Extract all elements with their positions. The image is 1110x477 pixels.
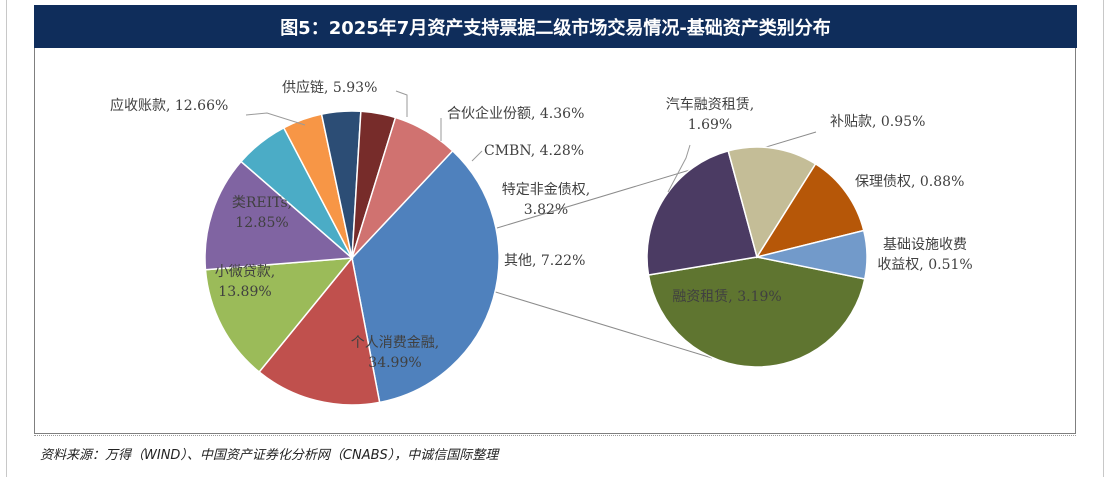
leader-line [245,112,306,126]
secondary-slice-2 [727,146,817,259]
main-data-label: 个人消费金融, 34.99% [351,335,439,371]
main-slice-2 [204,257,354,374]
main-slice-1 [258,256,381,406]
main-data-labels: 个人消费金融, 34.99% 小微贷款, 13.89% 类REITs, 12.85% 应收账… [110,79,590,371]
main-slice-0 [351,149,500,404]
main-data-label: 类REITs, 12.85% [232,195,292,231]
main-slice-8 [351,116,454,259]
main-pie [204,110,500,406]
main-slice-3 [204,160,354,271]
leader-line [395,90,408,117]
main-data-label: CMBN, 4.28% [484,143,584,159]
connector-line-bottom [488,289,713,359]
secondary-data-label: 补贴款, 0.95% [830,114,925,130]
main-data-label: 特定非金债权, 3.82% [502,182,590,218]
secondary-slice-3 [755,162,865,259]
leader-line [667,144,691,193]
main-data-label: 其他, 7.22% [504,253,585,269]
secondary-data-label: 保理债权, 0.88% [855,174,964,190]
left-rule [6,0,7,477]
main-data-label: 小微贷款, 13.89% [215,264,275,300]
chart-area [34,48,1076,434]
secondary-data-label: 融资租赁, 3.19% [672,289,781,305]
label-leader-lines [245,90,691,193]
source-note: 资料来源：万得（WIND）、中国资产证券化分析网（CNABS），中诚信国际整理 [40,448,499,463]
right-rule [1103,0,1104,477]
main-data-label: 应收账款, 12.66% [110,97,228,114]
secondary-data-label: 汽车融资租赁, 1.69% [666,96,754,133]
main-data-label: 供应链, 5.93% [282,79,377,96]
leader-line [471,150,483,162]
source-divider [34,435,1076,436]
main-data-label: 合伙企业份额, 4.36% [447,105,584,122]
secondary-pie [646,146,868,368]
figure-title: 图5：2025年7月资产支持票据二级市场交易情况-基础资产类别分布 [34,5,1077,48]
secondary-slice-4 [756,229,868,280]
secondary-data-labels: 融资租赁, 3.19% 汽车融资租赁, 1.69% 补贴款, 0.95% 保理债权, 0… [666,96,973,305]
secondary-data-label: 基础设施收费收益权, 0.51% [877,236,972,273]
secondary-slice-0 [647,256,866,368]
secondary-slice-1 [646,149,758,276]
